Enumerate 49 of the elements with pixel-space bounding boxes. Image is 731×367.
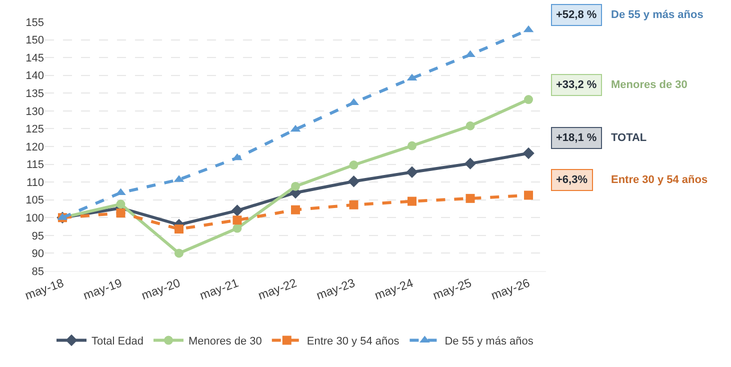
text: TOTAL (611, 132, 647, 144)
y-tick-label: 85 (32, 266, 44, 278)
text: De 55 y más años (611, 9, 704, 21)
y-tick-label: 100 (26, 212, 44, 224)
text: +6,3% (556, 174, 588, 186)
text: Menores de 30 (611, 79, 688, 91)
y-tick-label: 150 (26, 34, 44, 47)
text: +52,8 % (556, 9, 597, 21)
legend-label: Total Edad (92, 336, 144, 348)
legend-label: Menores de 30 (188, 336, 262, 348)
y-tick-label: 120 (26, 141, 44, 154)
y-tick-label: 115 (26, 159, 44, 172)
point (524, 95, 534, 104)
point (232, 224, 242, 233)
point (466, 194, 475, 203)
point (116, 208, 126, 218)
y-tick-label: 125 (26, 124, 44, 136)
point (116, 200, 126, 209)
y-tick-label: 135 (26, 88, 44, 100)
y-tick-label: 110 (26, 176, 44, 189)
text: Entre 30 y 54 años (611, 174, 708, 186)
point (291, 182, 300, 191)
point (232, 153, 242, 160)
point (406, 166, 418, 178)
point (522, 147, 534, 160)
point (291, 205, 300, 214)
y-tick-label: 105 (26, 194, 44, 207)
y-tick-label: 95 (32, 230, 44, 242)
y-tick-label: 140 (26, 70, 44, 82)
y-tick-label: 145 (26, 52, 44, 64)
point (174, 248, 184, 258)
legend-label: De 55 y más años (444, 336, 534, 348)
point (348, 176, 360, 188)
text: +18,1 % (556, 132, 597, 144)
y-tick-label: 130 (26, 106, 44, 118)
point (464, 158, 476, 170)
y-tick-label: 155 (26, 16, 44, 29)
point (408, 196, 417, 206)
point (349, 160, 358, 170)
point (231, 204, 244, 216)
point (466, 121, 475, 130)
point (174, 224, 184, 234)
point (408, 141, 417, 150)
point (349, 200, 358, 210)
text: +33,2 % (556, 79, 597, 91)
y-tick-label: 90 (32, 248, 44, 260)
point (524, 190, 534, 200)
legend-label: Entre 30 y 54 años (306, 336, 400, 348)
point (232, 216, 242, 225)
